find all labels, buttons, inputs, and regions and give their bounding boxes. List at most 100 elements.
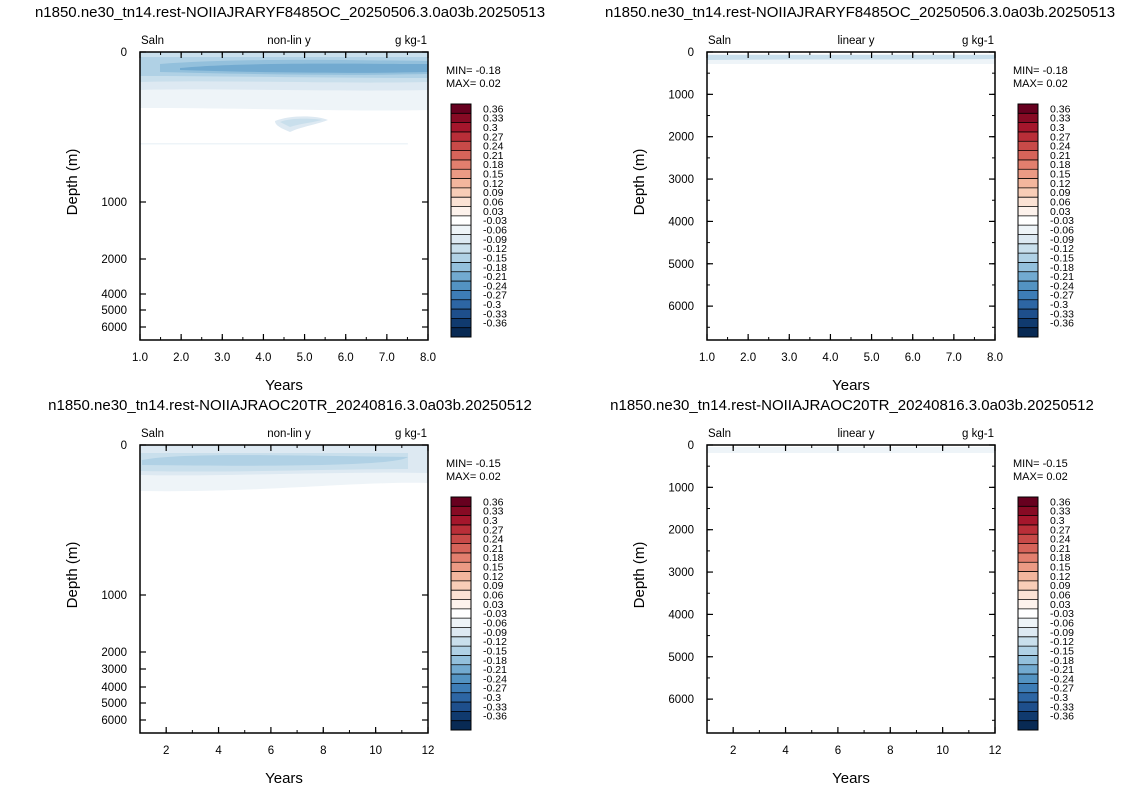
colorbar-swatch (1018, 122, 1038, 133)
chart-panel-4: n1850.ne30_tn14.rest-NOIIAJRAOC20TR_2024… (610, 397, 1094, 787)
colorbar-swatch (451, 318, 471, 328)
x-tick-label: 2 (730, 745, 736, 757)
colorbar-swatch (451, 552, 471, 563)
colorbar-label: -0.3 (483, 299, 501, 311)
y-tick-label: 5000 (668, 259, 694, 271)
colorbar-swatch (451, 692, 471, 703)
colorbar-swatch (1018, 187, 1038, 198)
colorbar-label: 0.27 (483, 131, 504, 143)
colorbar-label: 0.15 (483, 169, 504, 181)
y-tick-label: 4000 (668, 609, 694, 621)
colorbar-label: 0.3 (483, 515, 498, 527)
colorbar-label: -0.3 (1050, 299, 1068, 311)
x-tick-label: 8.0 (987, 352, 1003, 364)
colorbar-label: 0.21 (1050, 543, 1071, 555)
colorbar-swatch (451, 664, 471, 675)
colorbar-swatch (451, 515, 471, 526)
y-tick-label: 6000 (668, 694, 694, 706)
colorbar-swatch (1018, 309, 1038, 319)
colorbar-swatch (1018, 290, 1038, 300)
colorbar-swatch (1018, 234, 1038, 244)
colorbar-swatch (1018, 562, 1038, 572)
colorbar-label: 0.24 (483, 141, 504, 153)
colorbar-label: -0.3 (1050, 692, 1068, 704)
colorbar-swatch (1018, 113, 1038, 123)
colorbar-swatch (451, 187, 471, 198)
colorbar-swatch (451, 253, 471, 263)
units-label: g kg-1 (962, 428, 994, 440)
colorbar-label: 0.24 (1050, 534, 1071, 546)
colorbar-swatch (1018, 720, 1038, 731)
x-tick-label: 1.0 (699, 352, 715, 364)
y-tick-label: 6000 (101, 715, 127, 727)
colorbar-label: -0.15 (1050, 645, 1074, 657)
chart-panel-2: n1850.ne30_tn14.rest-NOIIAJRARYF8485OC_2… (605, 4, 1115, 394)
colorbar-swatch (451, 122, 471, 133)
y-axis-label: Depth (m) (631, 542, 648, 609)
colorbar-label: 0.09 (1050, 580, 1071, 592)
colorbar-swatch (1018, 271, 1038, 282)
colorbar-swatch (1018, 674, 1038, 684)
colorbar-label: 0.03 (483, 599, 504, 611)
colorbar-label: -0.33 (1050, 308, 1074, 320)
y-tick-label: 0 (121, 47, 127, 59)
colorbar-swatch (1018, 262, 1038, 272)
colorbar-label: -0.06 (483, 617, 507, 629)
min-value: MIN= -0.15 (1013, 458, 1068, 470)
colorbar-swatch (451, 281, 471, 291)
colorbar-swatch (451, 225, 471, 235)
y-tick-label: 0 (121, 440, 127, 452)
colorbar-swatch (451, 534, 471, 544)
colorbar-swatch (451, 720, 471, 731)
x-axis-label: Years (832, 377, 870, 394)
colorbar-swatch (451, 599, 471, 610)
colorbar-frame (1017, 103, 1039, 338)
colorbar-label: -0.09 (1050, 234, 1074, 246)
colorbar-label: 0.09 (483, 187, 504, 199)
colorbar-swatch (451, 562, 471, 572)
x-tick-label: 5.0 (297, 352, 313, 364)
colorbar-label: 0.3 (1050, 515, 1065, 527)
colorbar-swatch (1018, 636, 1038, 647)
colorbar-swatch (1018, 534, 1038, 544)
colorbar-label: 0.3 (483, 122, 498, 134)
colorbar-label: 0.18 (483, 159, 504, 171)
min-value: MIN= -0.18 (446, 65, 501, 77)
colorbar-swatch (1018, 506, 1038, 516)
colorbar-label: 0.06 (1050, 197, 1071, 209)
colorbar-swatch (1018, 327, 1038, 338)
colorbar-swatch (1018, 225, 1038, 235)
colorbar-swatch (1018, 552, 1038, 563)
colorbar-label: -0.36 (483, 318, 507, 330)
colorbar-label: -0.33 (1050, 701, 1074, 713)
colorbar-label: 0.06 (483, 590, 504, 602)
x-tick-label: 4.0 (822, 352, 838, 364)
colorbar-swatch (1018, 580, 1038, 591)
x-tick-label: 6 (835, 745, 841, 757)
colorbar-swatch (451, 524, 471, 535)
colorbar-label: -0.27 (1050, 290, 1074, 302)
y-tick-label: 3000 (668, 174, 694, 186)
colorbar-label: -0.12 (1050, 243, 1074, 255)
colorbar-swatch (1018, 141, 1038, 151)
colorbar-swatch (1018, 646, 1038, 656)
x-tick-label: 2.0 (740, 352, 756, 364)
colorbar-label: -0.09 (483, 627, 507, 639)
units-label: g kg-1 (962, 35, 994, 47)
colorbar-swatch (1018, 608, 1038, 619)
colorbar-label: -0.36 (483, 711, 507, 723)
colorbar-swatch (1018, 515, 1038, 526)
y-axis-label: Depth (m) (631, 149, 648, 216)
colorbar-swatch (451, 636, 471, 647)
colorbar-swatch (451, 178, 471, 189)
y-tick-label: 1000 (101, 197, 127, 209)
y-tick-label: 4000 (668, 216, 694, 228)
colorbar-swatch (451, 206, 471, 217)
x-tick-label: 12 (422, 745, 435, 757)
y-tick-label: 2000 (668, 525, 694, 537)
variable-label: Saln (141, 428, 164, 440)
colorbar-label: 0.15 (483, 562, 504, 574)
colorbar-label: 0.3 (1050, 122, 1065, 134)
x-tick-label: 6 (268, 745, 274, 757)
y-tick-label: 4000 (101, 682, 127, 694)
